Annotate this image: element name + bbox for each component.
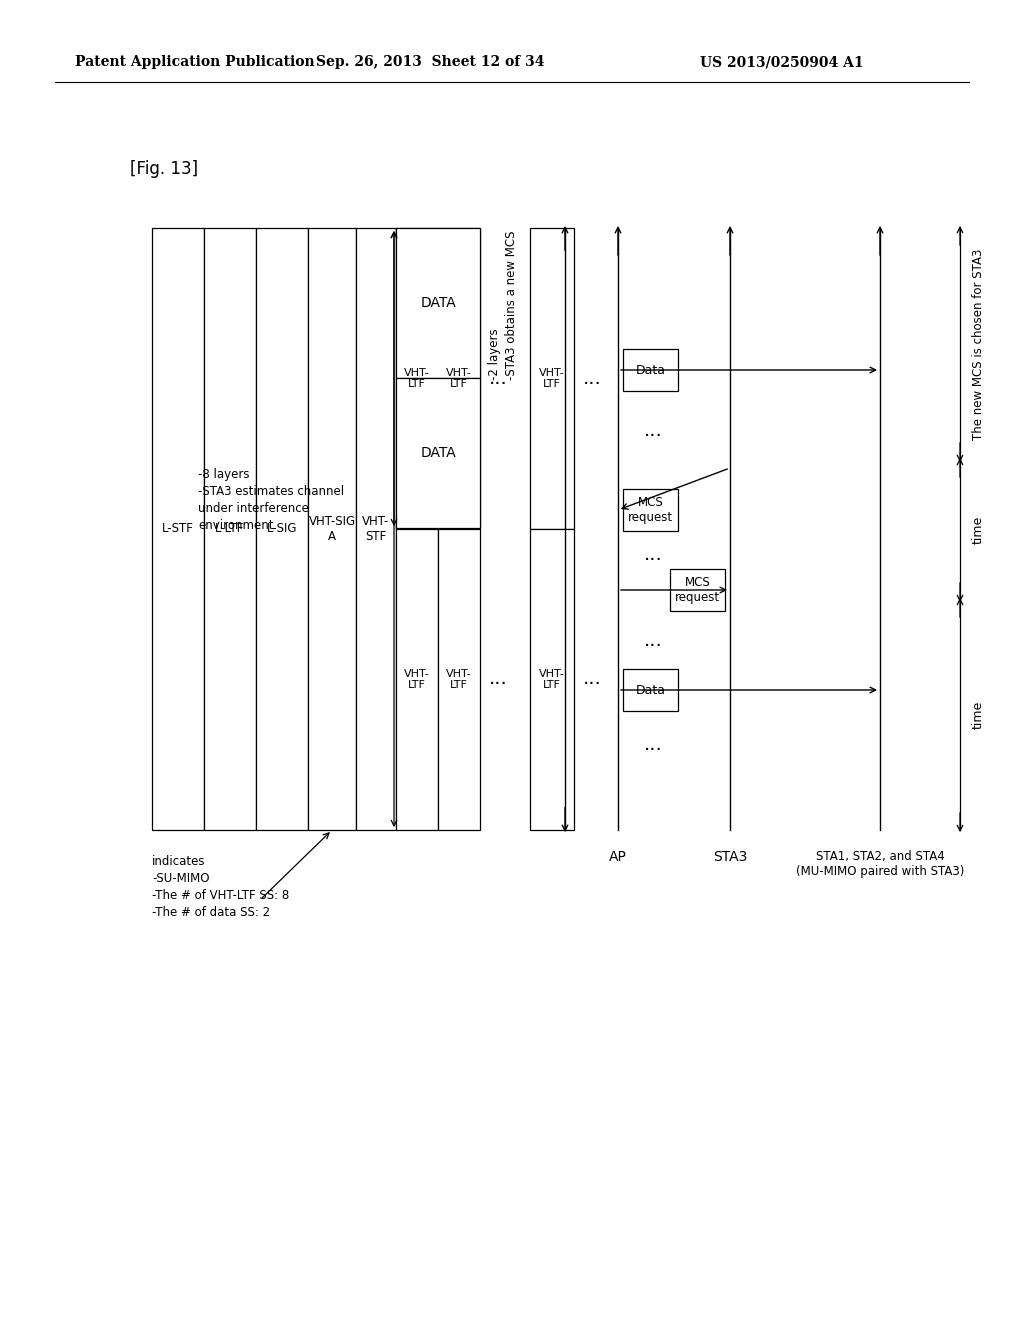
Bar [396,378,480,528]
Text: L-SIG: L-SIG [266,523,297,536]
Bar [396,529,438,830]
Bar [438,228,480,529]
Text: VHT-SIG
A: VHT-SIG A [308,515,355,543]
Bar [256,228,308,830]
Bar [396,228,480,378]
Text: VHT-
LTF: VHT- LTF [539,669,565,690]
Bar [152,228,204,830]
Text: VHT-
LTF: VHT- LTF [404,669,430,690]
Bar [204,228,256,830]
Text: time: time [972,516,985,544]
Text: The new MCS is chosen for STA3: The new MCS is chosen for STA3 [972,248,985,440]
Text: L-LTF: L-LTF [215,523,245,536]
Text: indicates
-SU-MIMO
-The # of VHT-LTF SS: 8
-The # of data SS: 2: indicates -SU-MIMO -The # of VHT-LTF SS:… [152,855,289,919]
Text: ...: ... [644,421,663,440]
Text: Patent Application Publication: Patent Application Publication [75,55,314,69]
Bar [530,529,574,830]
Bar [356,228,396,830]
Bar [396,228,438,529]
Bar [530,228,574,529]
Text: ...: ... [583,368,601,388]
Text: ...: ... [488,669,507,689]
Bar [623,488,678,531]
Text: L-STF: L-STF [162,523,194,536]
Text: ...: ... [644,631,663,649]
Text: MCS
request: MCS request [675,576,720,605]
Text: US 2013/0250904 A1: US 2013/0250904 A1 [700,55,863,69]
Text: Data: Data [636,363,666,376]
Text: VHT-
LTF: VHT- LTF [446,669,472,690]
Text: -2 layers
-STA3 obtains a new MCS: -2 layers -STA3 obtains a new MCS [488,230,518,380]
Text: -8 layers
-STA3 estimates channel
under interference
environment.: -8 layers -STA3 estimates channel under … [198,469,344,532]
Text: ...: ... [644,545,663,565]
Text: DATA: DATA [420,296,456,310]
Text: DATA: DATA [420,446,456,459]
Text: Sep. 26, 2013  Sheet 12 of 34: Sep. 26, 2013 Sheet 12 of 34 [315,55,544,69]
Text: STA1, STA2, and STA4
(MU-MIMO paired with STA3): STA1, STA2, and STA4 (MU-MIMO paired wit… [796,850,965,878]
Bar [623,348,678,391]
Text: VHT-
LTF: VHT- LTF [404,368,430,389]
Bar [623,669,678,711]
Text: ...: ... [583,669,601,689]
Text: ...: ... [644,735,663,755]
Text: MCS
request: MCS request [628,496,673,524]
Text: [Fig. 13]: [Fig. 13] [130,160,198,178]
Text: VHT-
LTF: VHT- LTF [446,368,472,389]
Text: ...: ... [488,368,507,388]
Bar [438,529,480,830]
Text: Data: Data [636,684,666,697]
Text: STA3: STA3 [713,850,748,865]
Text: VHT-
STF: VHT- STF [362,515,389,543]
Text: VHT-
LTF: VHT- LTF [539,368,565,389]
Bar [670,569,725,611]
Bar [308,228,356,830]
Text: time: time [972,701,985,729]
Text: AP: AP [609,850,627,865]
